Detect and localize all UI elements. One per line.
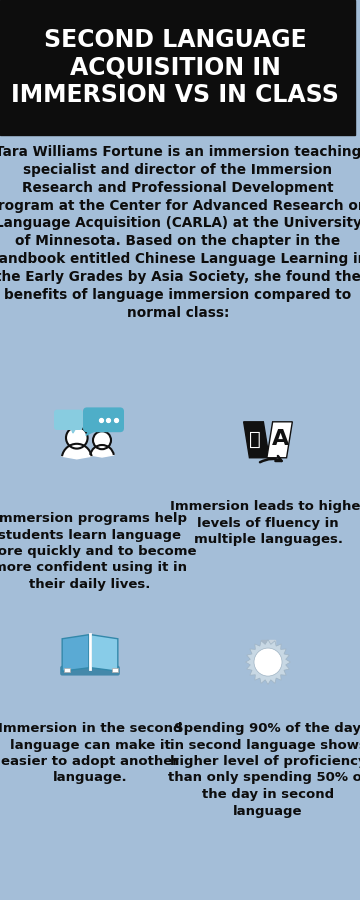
Circle shape (254, 648, 282, 676)
Polygon shape (71, 427, 76, 433)
Wedge shape (90, 445, 114, 457)
Text: Spending 90% of the day
in second language shows
higher level of proficiency
tha: Spending 90% of the day in second langua… (168, 722, 360, 817)
Polygon shape (62, 634, 89, 671)
Text: 文: 文 (249, 429, 261, 449)
Text: Immersion leads to higher
levels of fluency in
multiple languages.: Immersion leads to higher levels of flue… (170, 500, 360, 546)
Bar (112, 668, 118, 672)
Wedge shape (62, 444, 91, 459)
FancyBboxPatch shape (60, 666, 120, 676)
Polygon shape (91, 634, 118, 671)
Text: Immersion programs help
students learn language
more quickly and to become
more : Immersion programs help students learn l… (0, 512, 196, 591)
Bar (64, 668, 70, 672)
Text: Tara Williams Fortune is an immersion teaching
specialist and director of the Im: Tara Williams Fortune is an immersion te… (0, 145, 360, 320)
Polygon shape (246, 640, 291, 685)
Text: SECOND LANGUAGE
ACQUISITION IN
IMMERSION VS IN CLASS: SECOND LANGUAGE ACQUISITION IN IMMERSION… (11, 28, 339, 107)
Polygon shape (86, 428, 100, 436)
Circle shape (93, 431, 111, 449)
Polygon shape (267, 422, 292, 458)
Polygon shape (269, 640, 275, 656)
Circle shape (66, 427, 87, 448)
Text: A: A (272, 429, 289, 449)
FancyBboxPatch shape (54, 410, 83, 430)
Text: Immersion in the second
language can make it
easier to adopt another
language.: Immersion in the second language can mak… (0, 722, 182, 785)
FancyBboxPatch shape (83, 408, 124, 432)
Polygon shape (244, 422, 269, 458)
Polygon shape (261, 640, 267, 656)
Bar (0, 0, 355, 135)
